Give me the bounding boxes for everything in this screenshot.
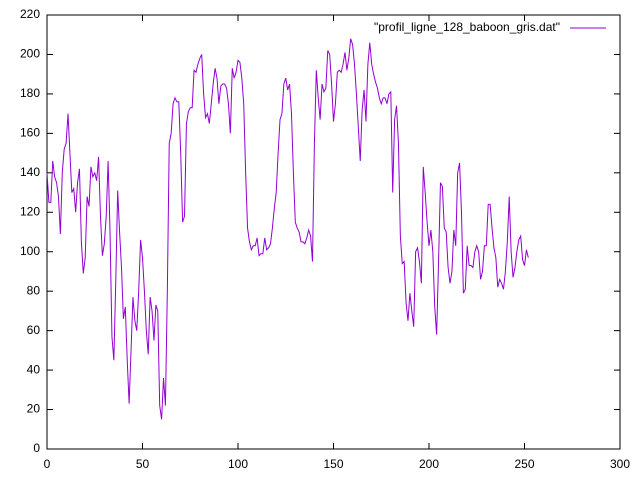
y-tick-label: 40 — [27, 362, 41, 376]
y-tick-label: 80 — [27, 283, 41, 297]
y-tick-label: 220 — [20, 7, 40, 21]
y-tick-label: 140 — [20, 165, 40, 179]
x-tick-label: 100 — [228, 457, 248, 471]
y-tick-label: 200 — [20, 47, 40, 61]
y-tick-label: 20 — [27, 402, 41, 416]
y-tick-label: 100 — [20, 244, 40, 258]
x-tick-label: 200 — [419, 457, 439, 471]
x-tick-label: 250 — [514, 457, 534, 471]
plot-border — [46, 14, 621, 450]
y-tick-label: 120 — [20, 204, 40, 218]
y-tick-label: 60 — [27, 323, 41, 337]
y-tick-label: 180 — [20, 86, 40, 100]
x-tick-label: 0 — [44, 457, 51, 471]
x-tick-label: 50 — [136, 457, 150, 471]
x-tick-label: 150 — [323, 457, 343, 471]
legend-label: "profil_ligne_128_baboon_gris.dat" — [374, 20, 560, 34]
x-tick-label: 300 — [610, 457, 630, 471]
data-line — [46, 38, 529, 420]
y-tick-label: 160 — [20, 126, 40, 140]
y-tick-label: 0 — [33, 441, 40, 455]
